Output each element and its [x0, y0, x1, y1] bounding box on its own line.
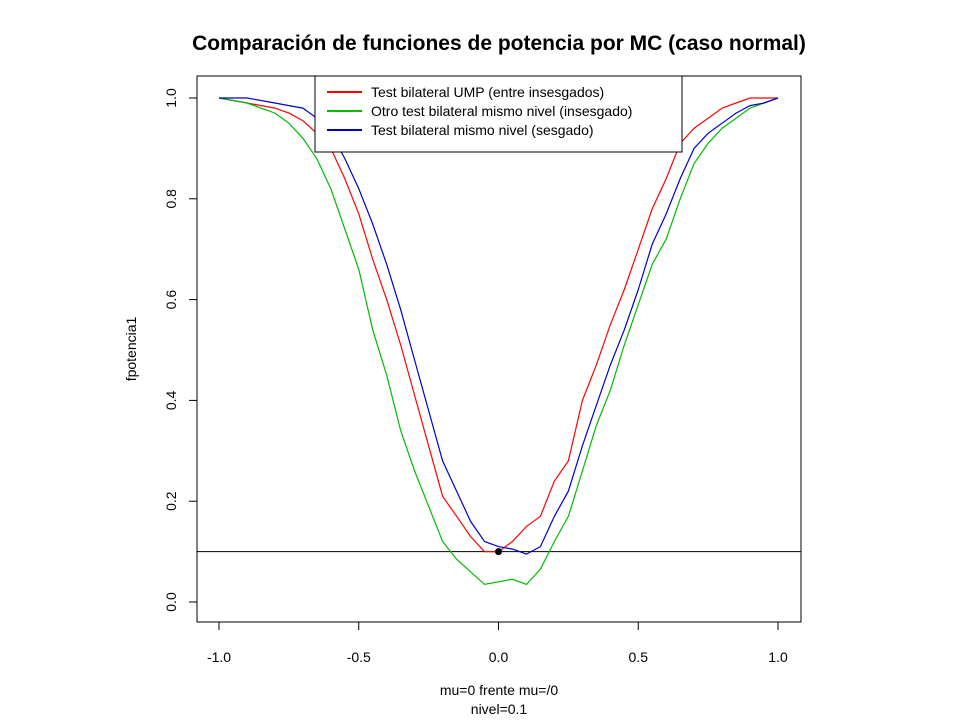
x-tick-label: -0.5 [347, 649, 371, 665]
legend-label-3: Test bilateral mismo nivel (sesgado) [371, 122, 594, 138]
series-line-3 [219, 97, 779, 555]
series-line-2 [218, 97, 779, 586]
plot-frame [196, 75, 802, 623]
y-tick-label: 1.0 [163, 88, 179, 108]
x-tick-label: 1.0 [768, 649, 788, 665]
y-axis: 0.0 0.2 0.4 0.6 0.8 1.0 [163, 88, 198, 612]
x-tick-label: 0.5 [629, 649, 649, 665]
y-tick-label: 0.0 [163, 592, 179, 612]
legend-label-2: Otro test bilateral mismo nivel (insesga… [371, 103, 632, 119]
legend: Test bilateral UMP (entre insesgados) Otr… [314, 75, 683, 153]
reference-point [495, 548, 502, 556]
legend-box [314, 75, 683, 153]
y-tick-label: 0.6 [163, 290, 179, 310]
x-tick-label: 0.0 [489, 649, 509, 665]
y-axis-label: fpotencia1 [123, 316, 139, 381]
chart-title: Comparación de funciones de potencia por… [192, 32, 806, 55]
y-tick-label: 0.8 [163, 189, 179, 209]
y-tick-label: 0.4 [163, 390, 179, 410]
y-tick-label: 0.2 [163, 491, 179, 511]
x-axis: -1.0 -0.5 0.0 0.5 1.0 [207, 621, 788, 665]
x-tick-label: -1.0 [207, 649, 231, 665]
x-axis-label: mu=0 frente mu=/0 [440, 682, 559, 698]
series-line-1 [218, 97, 778, 553]
legend-label-1: Test bilateral UMP (entre insesgados) [371, 84, 604, 100]
series-lines [218, 97, 779, 586]
x-axis-label-level: nivel=0.1 [471, 701, 528, 717]
